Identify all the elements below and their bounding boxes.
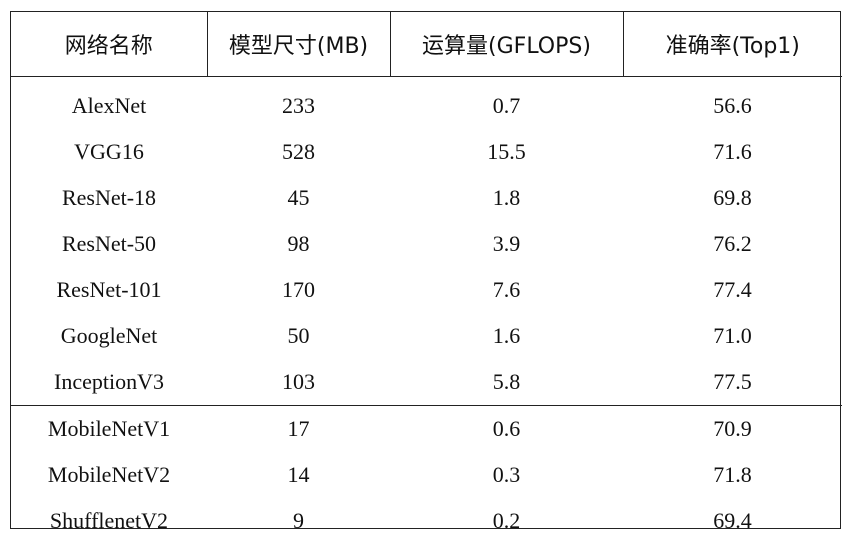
cell-top1: 71.8: [713, 462, 752, 487]
cell-flops: 1.6: [492, 323, 521, 348]
cell-flops: 0.2: [492, 508, 521, 533]
cell-top1: 76.2: [713, 231, 752, 256]
table-row: ResNet-50 98 3.9 76.2: [11, 221, 842, 267]
cell-size: 14: [287, 462, 310, 487]
header-flops: 运算量(GFLOPS): [390, 12, 624, 77]
header-network-name: 网络名称: [11, 12, 208, 77]
cell-name: ResNet-18: [61, 185, 157, 210]
cell-flops: 3.9: [492, 231, 521, 256]
model-comparison-table: 网络名称 模型尺寸(MB) 运算量(GFLOPS) 准确率(Top1) Alex…: [11, 12, 842, 536]
header-row: 网络名称 模型尺寸(MB) 运算量(GFLOPS) 准确率(Top1): [11, 12, 842, 77]
cell-name: InceptionV3: [54, 369, 164, 394]
cell-top1: 71.0: [713, 323, 752, 348]
cell-top1: 70.9: [623, 405, 842, 452]
cell-name: ResNet-101: [56, 277, 162, 302]
cell-name: ResNet-50: [61, 231, 157, 256]
cell-top1: 77.4: [713, 277, 752, 302]
cell-size: 50: [287, 323, 310, 348]
table-row: ResNet-101 170 7.6 77.4: [11, 267, 842, 313]
cell-flops: 7.6: [492, 277, 521, 302]
cell-name: GoogleNet: [60, 323, 158, 348]
cell-flops: 0.3: [492, 462, 521, 487]
cell-top1: 71.6: [713, 139, 752, 164]
header-model-size: 模型尺寸(MB): [207, 12, 391, 77]
table-frame: 网络名称 模型尺寸(MB) 运算量(GFLOPS) 准确率(Top1) Alex…: [10, 11, 842, 533]
cell-top1: 77.5: [713, 369, 752, 394]
cell-name: MobileNetV2: [47, 462, 171, 487]
cell-size: 170: [282, 277, 315, 302]
cell-size: 98: [287, 231, 310, 256]
cell-flops: 5.8: [492, 369, 521, 394]
table-row: ResNet-18 45 1.8 69.8: [11, 175, 842, 221]
cell-size: 45: [287, 185, 310, 210]
cell-size: 103: [282, 369, 315, 394]
table-row: GoogleNet 50 1.6 71.0: [11, 313, 842, 359]
table-row: VGG16 528 15.5 71.6: [11, 129, 842, 175]
cell-size: 528: [282, 139, 315, 164]
table-body: AlexNet 233 0.7 56.6 VGG16 528 15.5 71.6…: [11, 77, 842, 536]
table-row: InceptionV3 103 5.8 77.5: [11, 359, 842, 406]
cell-name: VGG16: [74, 139, 144, 164]
cell-flops: 15.5: [487, 139, 526, 164]
cell-size: 233: [282, 93, 315, 118]
cell-top1: 56.6: [713, 93, 752, 118]
table-row: ShufflenetV2 9 0.2 69.4: [11, 498, 842, 536]
cell-flops: 1.8: [492, 185, 521, 210]
cell-top1: 69.4: [713, 508, 752, 533]
cell-name: MobileNetV1: [11, 405, 207, 452]
header-accuracy: 准确率(Top1): [623, 12, 842, 77]
table-header: 网络名称 模型尺寸(MB) 运算量(GFLOPS) 准确率(Top1): [11, 12, 842, 77]
cell-flops: 0.6: [390, 405, 623, 452]
cell-name: AlexNet: [71, 93, 147, 118]
table-row: MobileNetV2 14 0.3 71.8: [11, 452, 842, 498]
cell-size: 9: [293, 508, 304, 533]
cell-flops: 0.7: [492, 93, 521, 118]
cell-top1: 69.8: [713, 185, 752, 210]
cell-size: 17: [207, 405, 390, 452]
cell-name: ShufflenetV2: [49, 508, 169, 533]
table-row: AlexNet 233 0.7 56.6: [11, 77, 842, 130]
table-row: MobileNetV1 17 0.6 70.9: [11, 405, 842, 452]
